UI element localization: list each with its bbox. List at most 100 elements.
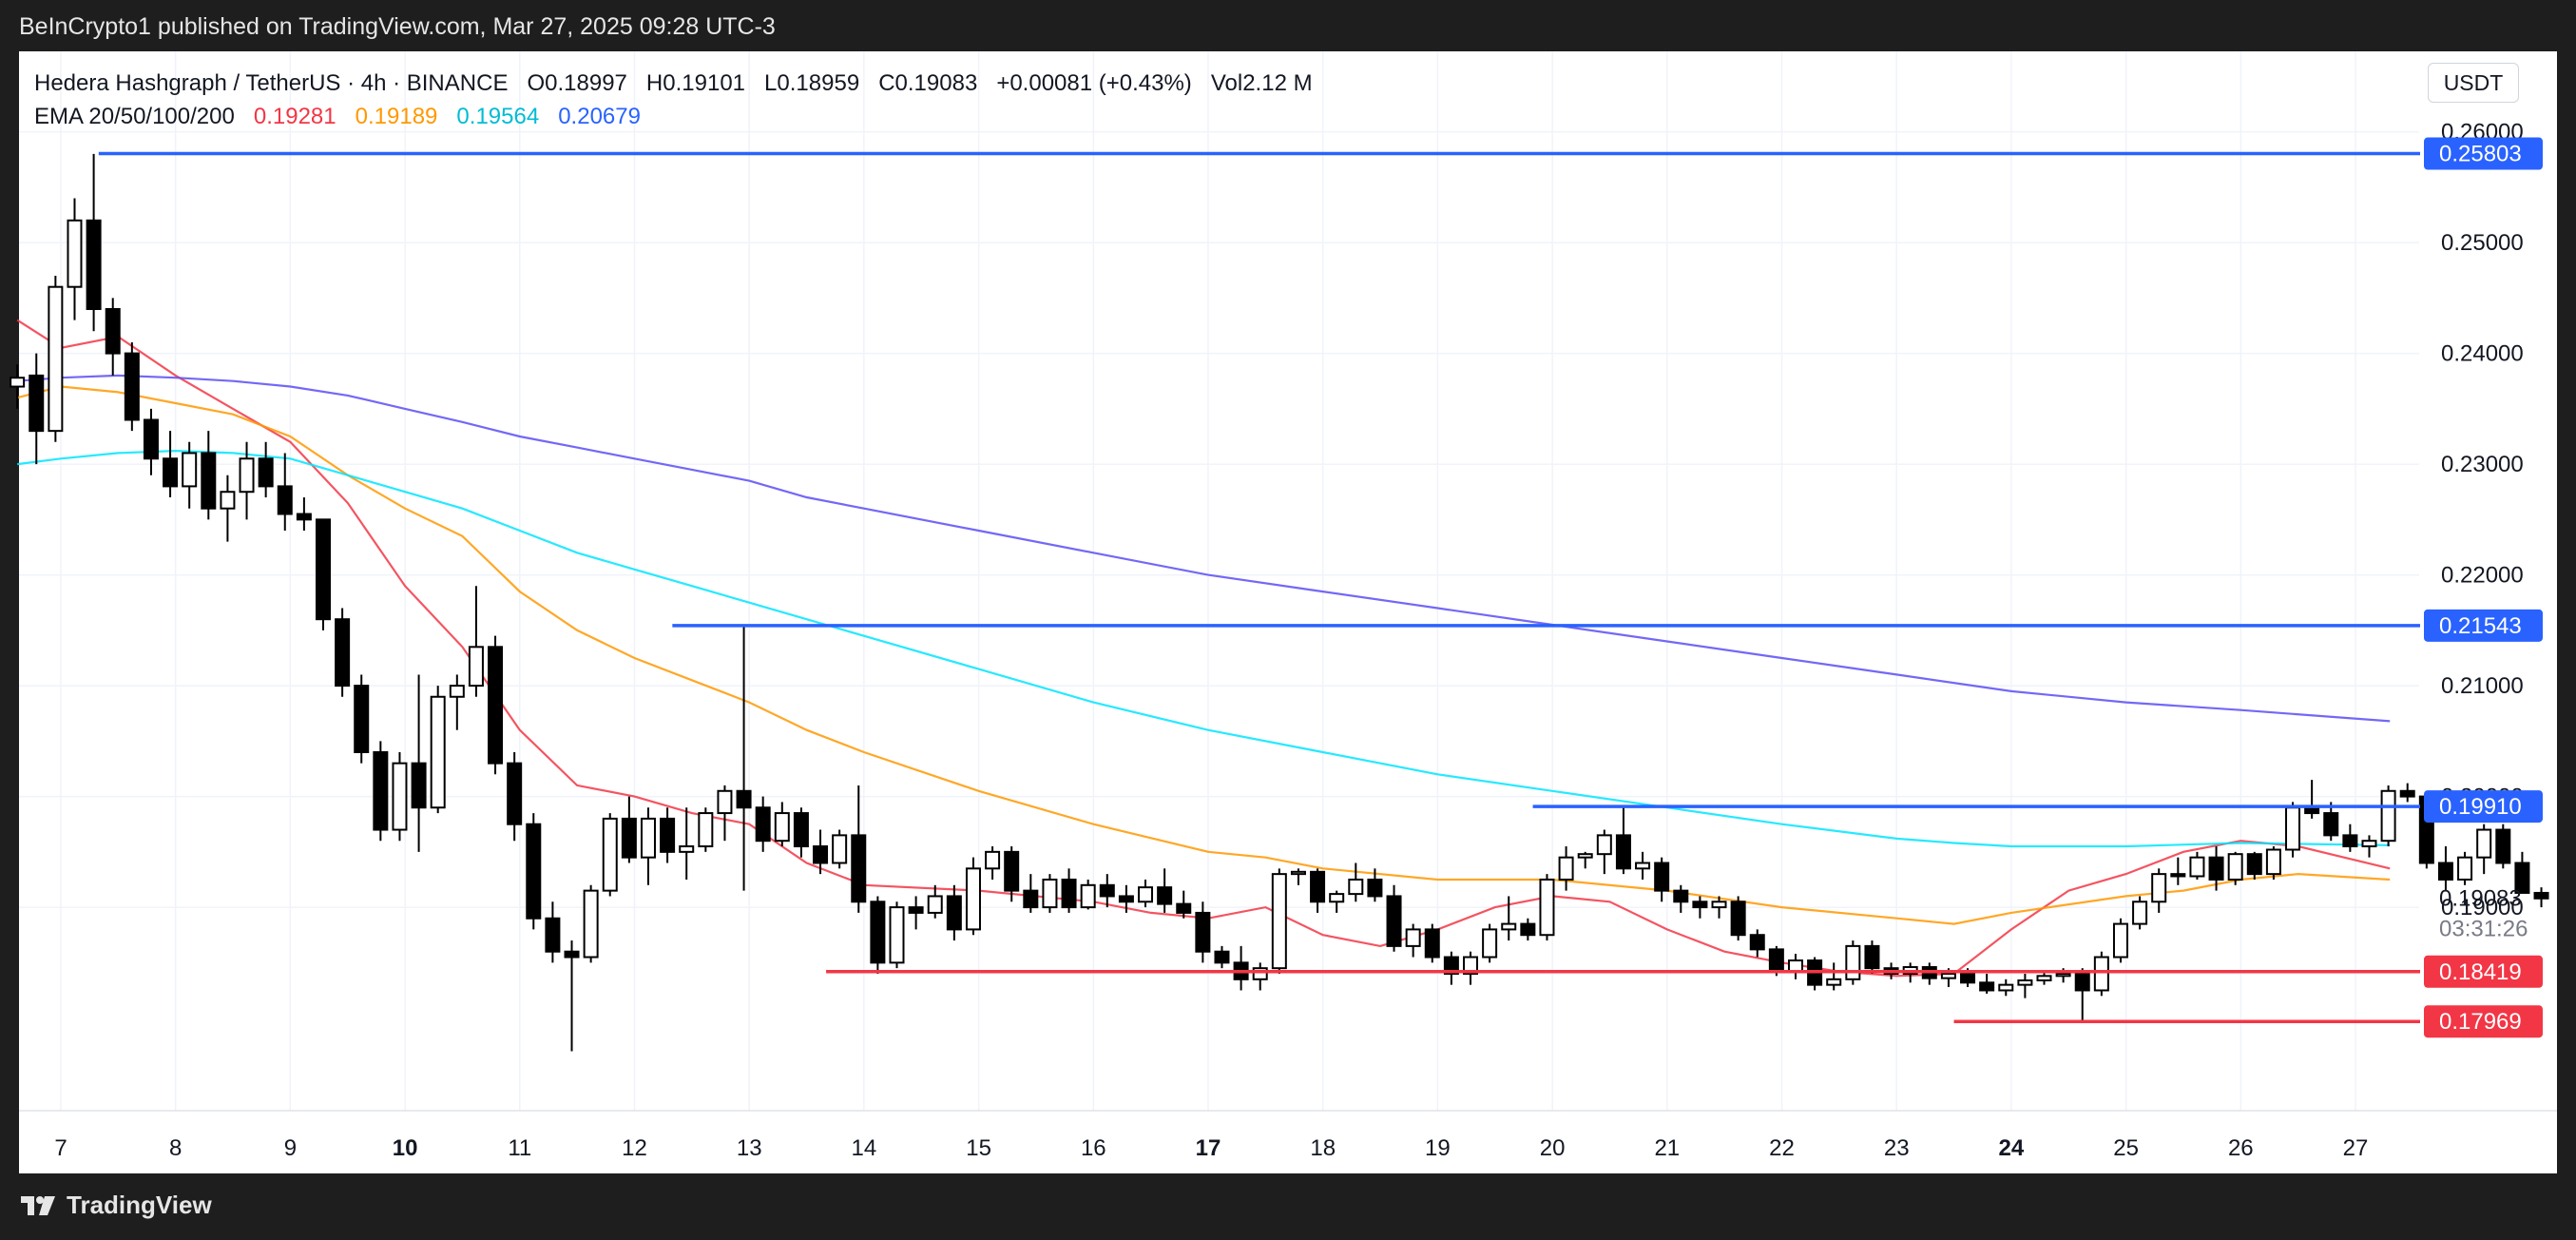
candle-body[interactable] — [1826, 978, 1842, 986]
candle-body[interactable] — [48, 285, 64, 433]
candle-body[interactable] — [1979, 981, 1995, 992]
candle-body[interactable] — [1424, 928, 1440, 959]
candle-body[interactable] — [640, 817, 656, 859]
candle-body[interactable] — [67, 219, 83, 288]
candle-body[interactable] — [774, 812, 790, 843]
candle-body[interactable] — [182, 452, 198, 488]
candle-body[interactable] — [411, 762, 427, 809]
candle-body[interactable] — [2361, 840, 2377, 848]
candle-body[interactable] — [1749, 934, 1765, 951]
candle-body[interactable] — [354, 685, 370, 753]
candle-body[interactable] — [717, 789, 733, 815]
candle-body[interactable] — [602, 817, 618, 892]
candle-body[interactable] — [1099, 883, 1115, 898]
candle-body[interactable] — [277, 485, 293, 515]
candle-body[interactable] — [507, 762, 523, 825]
candle-body[interactable] — [889, 906, 905, 964]
candle-body[interactable] — [430, 695, 446, 809]
candle-body[interactable] — [1596, 834, 1612, 856]
candle-body[interactable] — [163, 457, 179, 488]
candle-body[interactable] — [2399, 789, 2415, 798]
candle-body[interactable] — [468, 646, 484, 688]
candle-body[interactable] — [1463, 956, 1479, 976]
candle-body[interactable] — [105, 308, 121, 355]
candle-body[interactable] — [2457, 856, 2473, 881]
candle-body[interactable] — [1214, 950, 1230, 964]
candle-body[interactable] — [793, 812, 809, 848]
candle-body[interactable] — [1539, 878, 1555, 937]
candle-body[interactable] — [1482, 928, 1498, 959]
candle-body[interactable] — [1195, 911, 1211, 953]
candle-body[interactable] — [1768, 948, 1784, 973]
candle-body[interactable] — [488, 646, 504, 765]
candle-body[interactable] — [526, 823, 542, 920]
candle-body[interactable] — [2112, 922, 2128, 959]
candle-body[interactable] — [2495, 828, 2511, 864]
candle-body[interactable] — [335, 618, 351, 688]
chart-panel[interactable] — [19, 51, 2557, 1173]
legend-symbol[interactable]: Hedera Hashgraph / TetherUS · 4h · BINAN… — [34, 70, 509, 96]
candle-body[interactable] — [316, 518, 332, 621]
candle-body[interactable] — [2227, 853, 2243, 881]
candle-body[interactable] — [946, 895, 962, 931]
candle-body[interactable] — [1558, 856, 1574, 881]
candle-body[interactable] — [660, 817, 676, 853]
candle-body[interactable] — [2476, 828, 2492, 859]
candle-body[interactable] — [1080, 883, 1096, 909]
candle-body[interactable] — [143, 418, 159, 460]
candle-body[interactable] — [545, 917, 561, 953]
candle-body[interactable] — [851, 834, 867, 903]
candle-body[interactable] — [1329, 893, 1345, 903]
candle-body[interactable] — [2151, 873, 2167, 903]
candle-body[interactable] — [755, 806, 771, 843]
candle-body[interactable] — [1692, 901, 1708, 909]
candle-body[interactable] — [1864, 944, 1880, 970]
candle-body[interactable] — [679, 845, 695, 853]
candle-body[interactable] — [1730, 901, 1746, 937]
candle-body[interactable] — [220, 491, 236, 510]
candle-body[interactable] — [1042, 878, 1058, 909]
candle-body[interactable] — [2246, 853, 2262, 876]
candle-body[interactable] — [1673, 889, 1689, 903]
candle-body[interactable] — [813, 845, 829, 864]
candle-body[interactable] — [296, 513, 312, 521]
candle-body[interactable] — [1405, 928, 1421, 947]
candle-body[interactable] — [870, 901, 886, 964]
currency-button[interactable]: USDT — [2428, 63, 2519, 103]
candle-body[interactable] — [1577, 853, 1593, 859]
legend-ema-label[interactable]: EMA 20/50/100/200 — [34, 104, 235, 129]
candle-body[interactable] — [1176, 902, 1192, 914]
candle-body[interactable] — [239, 457, 255, 494]
candle-body[interactable] — [1635, 862, 1651, 870]
tradingview-logo[interactable]: TradingView — [19, 1191, 212, 1220]
candle-body[interactable] — [1367, 878, 1383, 898]
candle-body[interactable] — [2304, 806, 2320, 815]
candle-body[interactable] — [2380, 789, 2396, 843]
candle-body[interactable] — [2514, 862, 2530, 894]
candle-body[interactable] — [1940, 973, 1956, 979]
candle-body[interactable] — [1118, 895, 1134, 903]
candle-body[interactable] — [2323, 812, 2339, 837]
candle-body[interactable] — [1998, 983, 2014, 992]
candle-body[interactable] — [1654, 862, 1670, 892]
candle-body[interactable] — [1386, 895, 1402, 947]
candle-body[interactable] — [927, 895, 943, 914]
candle-body[interactable] — [2342, 834, 2358, 848]
candle-body[interactable] — [1787, 959, 1803, 973]
candle-body[interactable] — [2170, 873, 2186, 878]
candle-body[interactable] — [1615, 834, 1631, 870]
candle-body[interactable] — [1061, 878, 1077, 909]
candle-body[interactable] — [392, 762, 408, 831]
candle-body[interactable] — [449, 685, 465, 698]
candle-body[interactable] — [832, 834, 848, 864]
candle-body[interactable] — [1960, 973, 1976, 984]
candle-body[interactable] — [1023, 889, 1039, 909]
candle-body[interactable] — [2265, 848, 2281, 876]
candle-body[interactable] — [1845, 944, 1861, 980]
candle-body[interactable] — [258, 457, 274, 488]
candle-body[interactable] — [2093, 956, 2109, 992]
candle-body[interactable] — [1004, 850, 1020, 892]
candle-body[interactable] — [985, 850, 1001, 870]
candle-body[interactable] — [1252, 967, 1268, 980]
